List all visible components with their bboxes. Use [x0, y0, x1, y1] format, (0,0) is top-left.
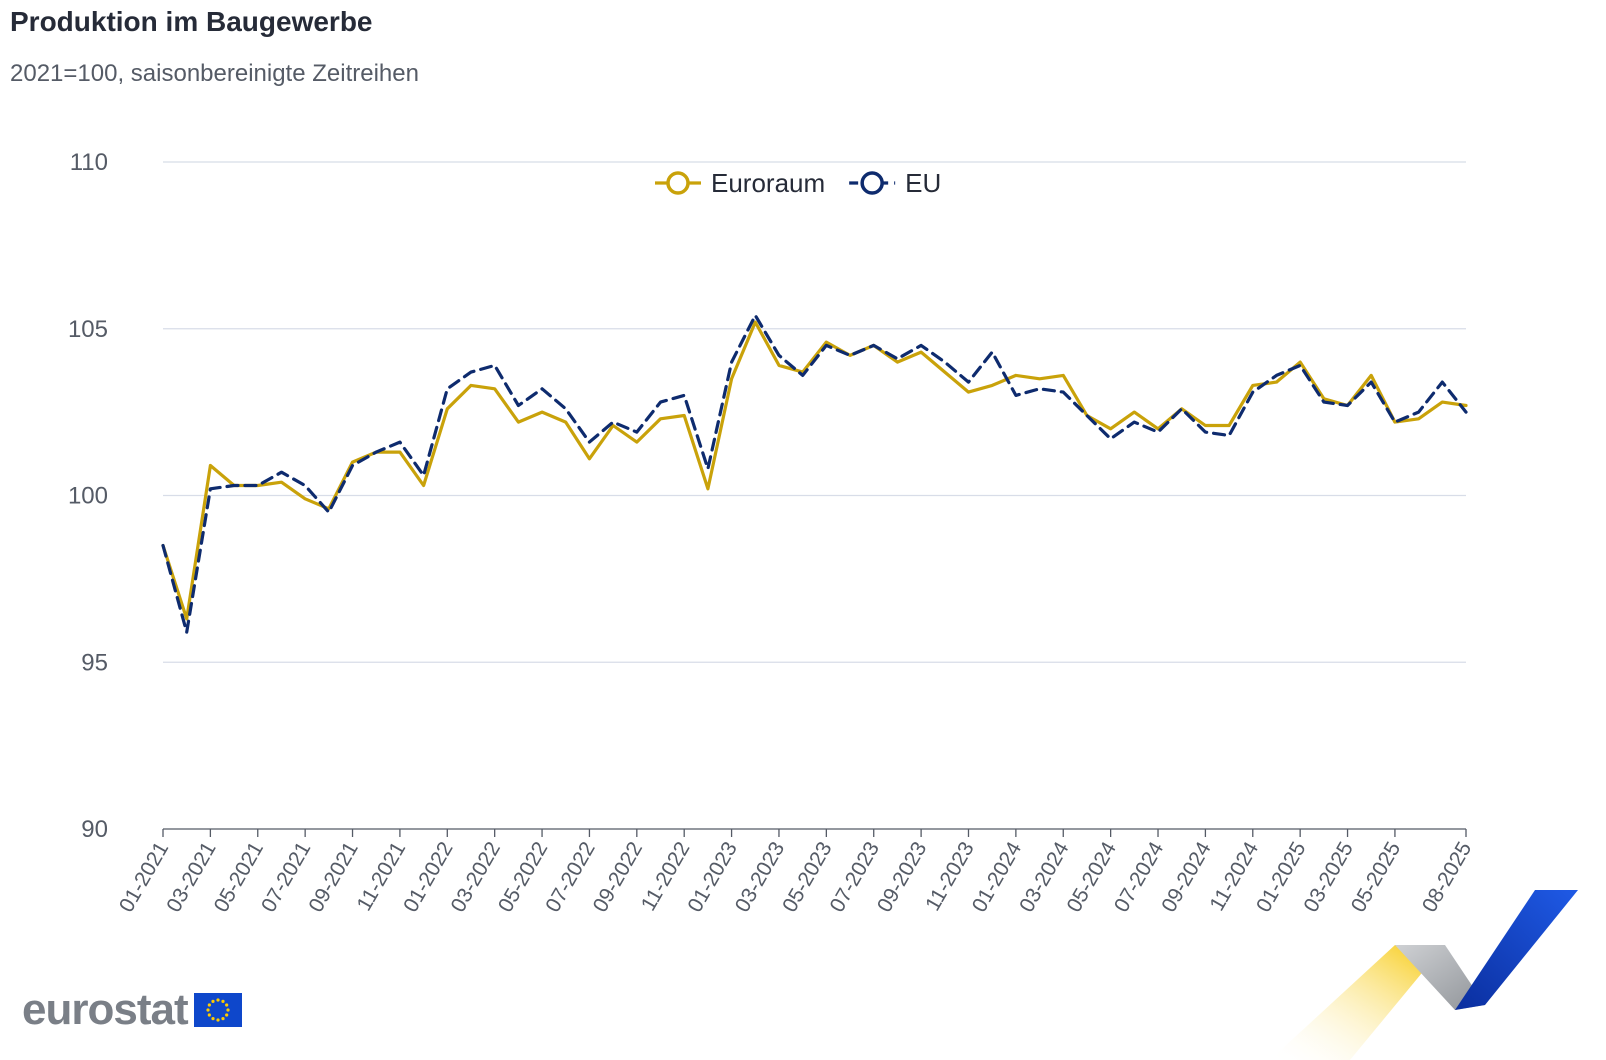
flag-star [210, 1017, 215, 1021]
flag-star [220, 999, 225, 1003]
eu-flag-icon [193, 993, 242, 1027]
flag-star [220, 1017, 225, 1021]
decorative-swoosh [1270, 890, 1578, 1060]
y-tick-label: 110 [70, 149, 108, 176]
flag-star [207, 1013, 211, 1017]
y-tick-label: 100 [68, 483, 108, 510]
legend-item-euroraum[interactable]: Euroraum [655, 168, 825, 198]
flag-star [224, 1013, 228, 1017]
flag-star [224, 1003, 228, 1007]
eurostat-logo: eurostat [22, 985, 242, 1035]
flag-star [210, 999, 215, 1003]
x-tick-label: 08-2025 [1418, 838, 1476, 916]
flag-star [225, 1008, 230, 1012]
series-line-eu [161, 313, 1468, 634]
legend-marker-icon [666, 171, 690, 195]
series-layer [161, 313, 1468, 634]
legend-label: EU [905, 168, 941, 198]
flag-star [205, 1008, 210, 1012]
legend: Euroraum EU [655, 168, 941, 198]
legend-label: Euroraum [711, 168, 825, 198]
chart-title: Produktion im Baugewerbe [10, 6, 373, 37]
series-line-euroraum [161, 320, 1468, 621]
grid-layer [163, 161, 1466, 663]
flag-star [215, 1018, 220, 1022]
legend-item-eu[interactable]: EU [849, 168, 941, 198]
flag-star [215, 998, 220, 1002]
y-tick-label: 95 [81, 649, 108, 676]
y-tick-label: 90 [81, 816, 108, 843]
y-tick-label: 105 [68, 316, 108, 343]
axis-layer: 909510010511001-202103-202105-202107-202… [68, 149, 1476, 916]
chart-subtitle: 2021=100, saisonbereinigte Zeitreihen [10, 60, 419, 87]
flag-star [207, 1003, 211, 1007]
logo-text: eurostat [22, 985, 189, 1034]
legend-marker-icon [860, 171, 884, 195]
